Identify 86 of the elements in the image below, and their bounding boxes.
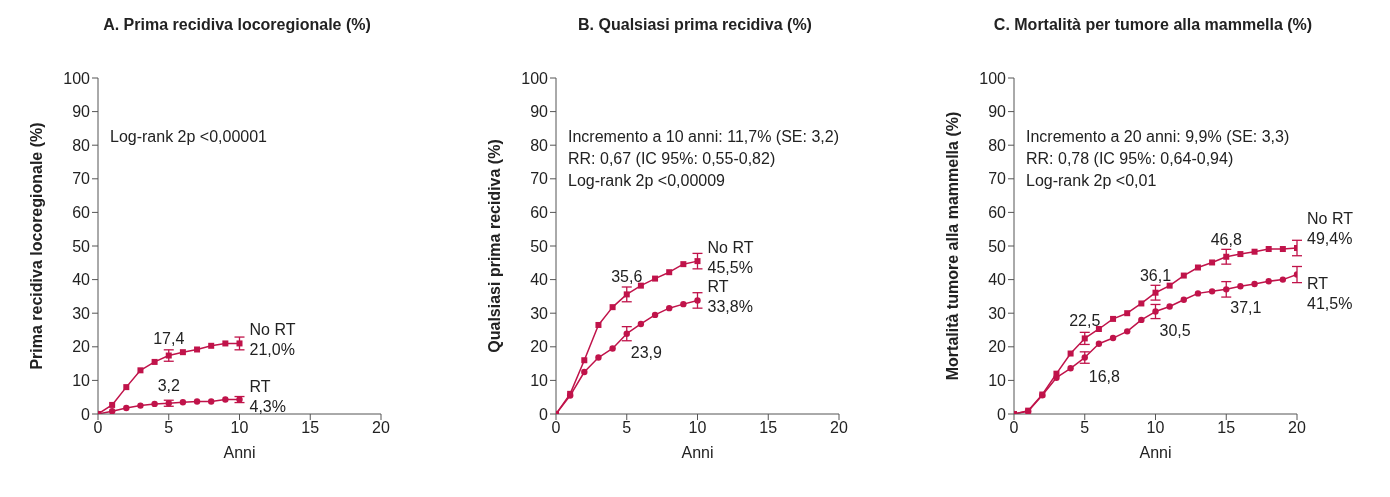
y-tick-label: 30	[988, 304, 1007, 322]
x-tick-label: 0	[93, 419, 103, 437]
series-label: No RT	[1307, 210, 1354, 228]
annotation: RR: 0,67 (IC 95%: 0,55-0,82)	[568, 149, 777, 169]
data-label: 16,8	[1088, 367, 1120, 385]
chart-title: B. Qualsiasi prima recidiva (%)	[577, 16, 813, 34]
chart-title: A. Prima recidiva locoregionale (%)	[102, 16, 372, 34]
y-tick-label: 100	[521, 69, 549, 87]
data-label: 41,5%	[1307, 294, 1353, 312]
annotation: Log-rank 2p <0,00001	[110, 127, 268, 147]
x-tick-label: 10	[1146, 419, 1165, 437]
x-tick-label: 5	[1080, 419, 1090, 437]
y-tick-label: 90	[530, 103, 549, 121]
x-tick-label: 20	[1288, 419, 1306, 437]
series-label: RT	[1307, 274, 1329, 292]
data-label: 3,2	[157, 377, 180, 395]
x-tick-label: 5	[622, 419, 632, 437]
data-label: 22,5	[1069, 312, 1101, 330]
x-tick-label: 15	[759, 419, 778, 437]
y-tick-label: 80	[72, 136, 91, 154]
chart-title: C. Mortalità per tumore alla mammella (%)	[992, 16, 1314, 34]
y-tick-label: 50	[530, 237, 549, 255]
data-label: 49,4%	[1307, 230, 1353, 248]
y-tick-label: 90	[72, 103, 91, 121]
y-tick-label: 100	[979, 69, 1007, 87]
y-axis-title: Prima recidiva locoregionale (%)	[27, 122, 45, 370]
y-tick-label: 20	[72, 338, 91, 356]
y-tick-label: 60	[530, 204, 549, 222]
y-tick-label: 40	[72, 271, 91, 289]
y-tick-label: 50	[72, 237, 91, 255]
data-label: 17,4	[153, 329, 185, 347]
y-tick-label: 0	[997, 405, 1007, 423]
x-tick-label: 15	[301, 419, 320, 437]
annotation: RR: 0,78 (IC 95%: 0,64-0,94)	[1026, 149, 1235, 169]
y-tick-label: 60	[988, 204, 1007, 222]
y-tick-label: 70	[530, 170, 549, 188]
data-label: 4,3%	[249, 397, 286, 415]
data-label: 46,8	[1210, 230, 1242, 248]
y-tick-label: 80	[988, 136, 1007, 154]
data-label: 33,8%	[707, 298, 753, 316]
y-tick-label: 0	[539, 405, 549, 423]
data-label: 21,0%	[249, 341, 295, 359]
x-axis-title: Anni	[681, 444, 714, 461]
y-axis-title: Qualsiasi prima recidiva (%)	[485, 139, 503, 353]
data-label: 30,5	[1159, 321, 1191, 339]
x-tick-label: 0	[551, 419, 561, 437]
data-label: 45,5%	[707, 259, 753, 277]
x-tick-label: 5	[164, 419, 174, 437]
annotation: Incremento a 10 anni: 11,7% (SE: 3,2)	[568, 127, 839, 147]
x-tick-label: 10	[230, 419, 249, 437]
data-label: 23,9	[630, 343, 662, 361]
y-tick-label: 10	[988, 372, 1007, 390]
y-tick-label: 20	[988, 338, 1007, 356]
series-label: No RT	[249, 321, 296, 339]
series-label: No RT	[707, 239, 754, 257]
y-tick-label: 10	[530, 372, 549, 390]
data-label: 37,1	[1230, 299, 1262, 317]
x-tick-label: 15	[1217, 419, 1236, 437]
series-label: RT	[249, 377, 271, 395]
y-axis-title: Mortalità tumore alla mammella (%)	[943, 111, 961, 381]
y-tick-label: 80	[530, 136, 549, 154]
y-tick-label: 0	[81, 405, 91, 423]
data-label: 36,1	[1139, 266, 1172, 284]
y-tick-label: 30	[530, 304, 549, 322]
x-tick-label: 20	[830, 419, 848, 437]
x-tick-label: 20	[372, 419, 390, 437]
series-label: RT	[707, 278, 729, 296]
x-axis-title: Anni	[223, 444, 256, 461]
y-tick-label: 60	[72, 204, 91, 222]
x-tick-label: 10	[688, 419, 707, 437]
y-tick-label: 40	[530, 271, 549, 289]
y-tick-label: 10	[72, 372, 91, 390]
y-tick-label: 90	[988, 103, 1007, 121]
y-tick-label: 30	[72, 304, 91, 322]
y-tick-label: 40	[988, 271, 1007, 289]
data-label: 35,6	[611, 268, 643, 286]
y-tick-label: 70	[72, 170, 91, 188]
y-tick-label: 100	[63, 69, 91, 87]
x-tick-label: 0	[1009, 419, 1019, 437]
annotation: Log-rank 2p <0,01	[1026, 171, 1158, 191]
y-tick-label: 70	[988, 170, 1007, 188]
annotation: Incremento a 20 anni: 9,9% (SE: 3,3)	[1026, 127, 1290, 147]
annotation: Log-rank 2p <0,00009	[568, 171, 726, 191]
y-tick-label: 50	[988, 237, 1007, 255]
x-axis-title: Anni	[1139, 444, 1172, 461]
y-tick-label: 20	[530, 338, 549, 356]
